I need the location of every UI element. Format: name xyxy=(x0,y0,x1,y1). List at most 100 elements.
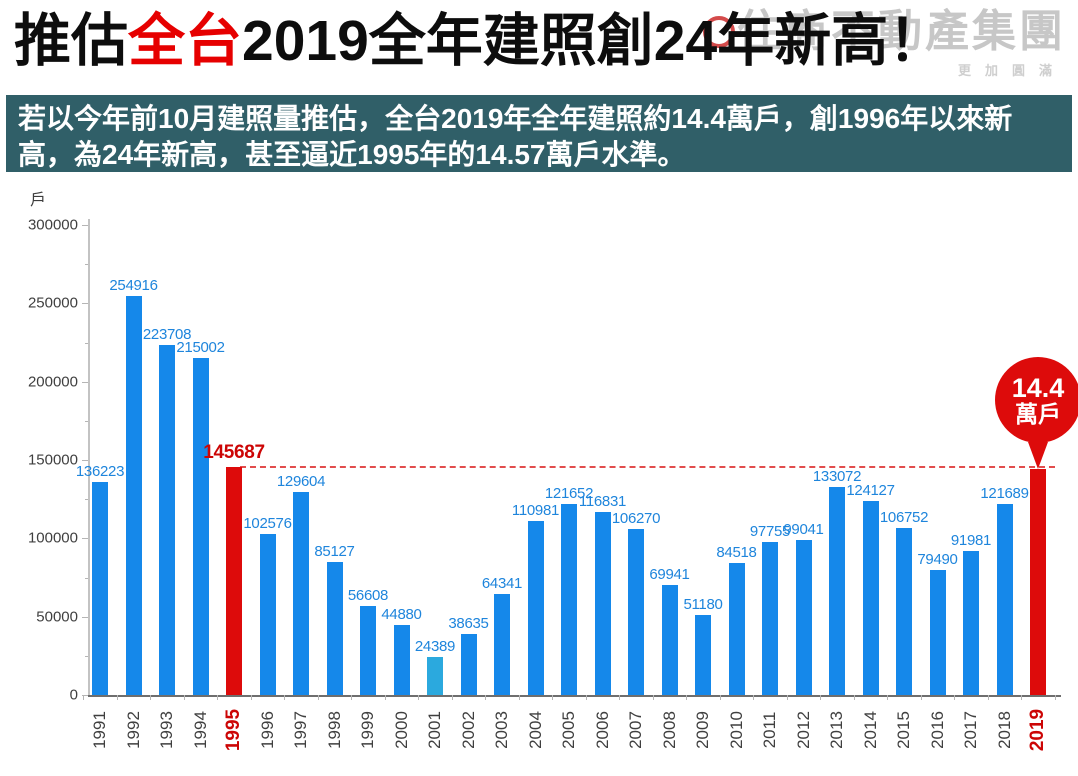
x-tick-label-2014: 2014 xyxy=(860,711,880,749)
bar-2008 xyxy=(661,585,678,695)
bar-chart: 戶 0 50000 100000 150000 200000 250000 300000 13… xyxy=(0,180,1078,776)
x-tick-mark xyxy=(217,695,219,700)
x-tick-mark xyxy=(518,695,520,700)
bar-2005 xyxy=(561,504,577,695)
x-tick-mark xyxy=(887,695,889,700)
value-label-2017: 91981 xyxy=(950,531,992,549)
x-tick-label-1992: 1992 xyxy=(123,711,143,749)
x-tick-label-2005: 2005 xyxy=(559,711,578,749)
bar-2013 xyxy=(829,486,845,695)
x-tick-mark xyxy=(987,695,989,700)
y-tick-mark xyxy=(82,381,88,383)
x-tick-mark xyxy=(284,695,286,700)
x-tick-label-1991: 1991 xyxy=(90,711,109,749)
x-tick-mark xyxy=(954,695,956,700)
value-label-1993: 223708 xyxy=(142,325,192,343)
bar-2002 xyxy=(460,634,477,695)
x-tick-label-2013: 2013 xyxy=(827,711,846,749)
value-label-1995: 145687 xyxy=(203,441,265,463)
y-minor-tick-mark xyxy=(85,342,88,344)
company-logo: 住商不動產集團 更加圓滿 xyxy=(703,7,1066,79)
y-tick-mark xyxy=(82,695,88,696)
value-label-1992: 254916 xyxy=(109,276,158,294)
value-label-1994: 215002 xyxy=(176,339,225,357)
x-tick-label-2001: 2001 xyxy=(425,711,444,749)
bar-1998 xyxy=(326,561,343,695)
bar-2007 xyxy=(628,528,644,695)
value-label-1999: 56608 xyxy=(347,587,389,605)
value-label-2002: 38635 xyxy=(448,615,489,633)
y-axis-line xyxy=(88,219,90,695)
bar-2018 xyxy=(996,504,1013,695)
bar-2003 xyxy=(494,594,510,695)
badge-line2: 萬戶 xyxy=(1015,400,1061,427)
value-label-2009: 51180 xyxy=(683,595,723,613)
value-label-1997: 129604 xyxy=(276,472,326,490)
value-label-2014: 124127 xyxy=(846,481,895,499)
y-tick-mark xyxy=(82,303,88,305)
x-tick-label-2011: 2011 xyxy=(760,711,779,749)
badge-line1: 14.4 xyxy=(1011,372,1065,403)
value-label-1998: 85127 xyxy=(314,542,355,560)
x-tick-label-1999: 1999 xyxy=(358,711,377,749)
bar-1996 xyxy=(259,534,276,695)
bar-2009 xyxy=(695,614,711,695)
x-tick-label-2015: 2015 xyxy=(894,711,913,749)
bar-1992 xyxy=(125,295,142,695)
x-tick-mark xyxy=(786,695,788,700)
bar-2011 xyxy=(762,541,778,695)
x-tick-mark xyxy=(116,695,118,700)
bar-2012 xyxy=(795,539,812,695)
y-tick-mark xyxy=(82,460,88,461)
value-label-2005: 121652 xyxy=(544,485,594,503)
x-tick-mark xyxy=(351,695,353,700)
value-label-2004: 110981 xyxy=(511,502,560,520)
bar-2006 xyxy=(594,511,611,695)
x-tick-label-2000: 2000 xyxy=(391,711,411,749)
x-tick-label-2017: 2017 xyxy=(961,711,980,749)
x-tick-label-2004: 2004 xyxy=(525,711,545,749)
value-label-2001: 24389 xyxy=(414,637,456,655)
x-tick-mark xyxy=(853,695,855,700)
x-tick-mark xyxy=(485,695,487,700)
x-tick-label-2018: 2018 xyxy=(994,711,1014,749)
value-label-1996: 102576 xyxy=(243,515,292,533)
badge-pointer-icon xyxy=(1028,442,1048,470)
y-tick-label: 300000 xyxy=(27,216,78,234)
y-tick-mark xyxy=(82,225,88,226)
x-tick-label-2010: 2010 xyxy=(726,711,746,749)
x-tick-label-1995: 1995 xyxy=(223,708,244,752)
y-tick-label: 0 xyxy=(69,686,78,704)
x-tick-label-1997: 1997 xyxy=(291,711,310,749)
page-title: 推估全台2019全年建照創24年新高！ xyxy=(14,6,945,77)
bar-1993 xyxy=(159,344,175,695)
value-label-2012: 99041 xyxy=(783,520,824,538)
y-tick-label: 100000 xyxy=(27,529,78,547)
y-minor-tick-mark xyxy=(85,499,88,501)
x-tick-label-2008: 2008 xyxy=(659,711,679,749)
y-minor-tick-mark xyxy=(85,420,88,422)
y-minor-tick-mark xyxy=(85,577,88,579)
x-tick-label-2006: 2006 xyxy=(592,711,612,749)
value-label-2008: 69941 xyxy=(649,566,690,584)
bar-2015 xyxy=(896,527,912,695)
x-tick-mark xyxy=(585,695,587,700)
y-axis-unit-label: 戶 xyxy=(30,192,47,209)
value-label-2000: 44880 xyxy=(381,605,422,623)
bar-2019 xyxy=(1030,469,1046,695)
bar-1991 xyxy=(92,481,108,695)
x-tick-mark xyxy=(1054,695,1056,700)
x-tick-label-1994: 1994 xyxy=(190,711,210,749)
x-tick-mark xyxy=(150,695,152,700)
x-tick-label-1993: 1993 xyxy=(157,711,176,749)
value-label-2006: 116831 xyxy=(578,492,627,510)
x-tick-mark xyxy=(686,695,688,700)
y-tick-mark xyxy=(82,616,88,618)
logo-text: 住商不動產集團 xyxy=(737,7,1066,56)
bar-2001 xyxy=(427,656,443,695)
y-tick-label: 50000 xyxy=(36,608,78,626)
x-tick-label-2019: 2019 xyxy=(1027,708,1048,752)
x-tick-mark xyxy=(250,695,252,700)
x-tick-label-2003: 2003 xyxy=(492,711,511,749)
bar-1999 xyxy=(360,606,376,695)
